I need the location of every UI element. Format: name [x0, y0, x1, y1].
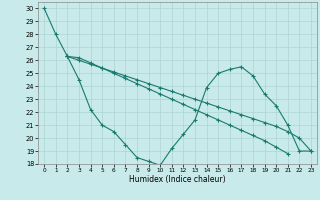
X-axis label: Humidex (Indice chaleur): Humidex (Indice chaleur) — [129, 175, 226, 184]
